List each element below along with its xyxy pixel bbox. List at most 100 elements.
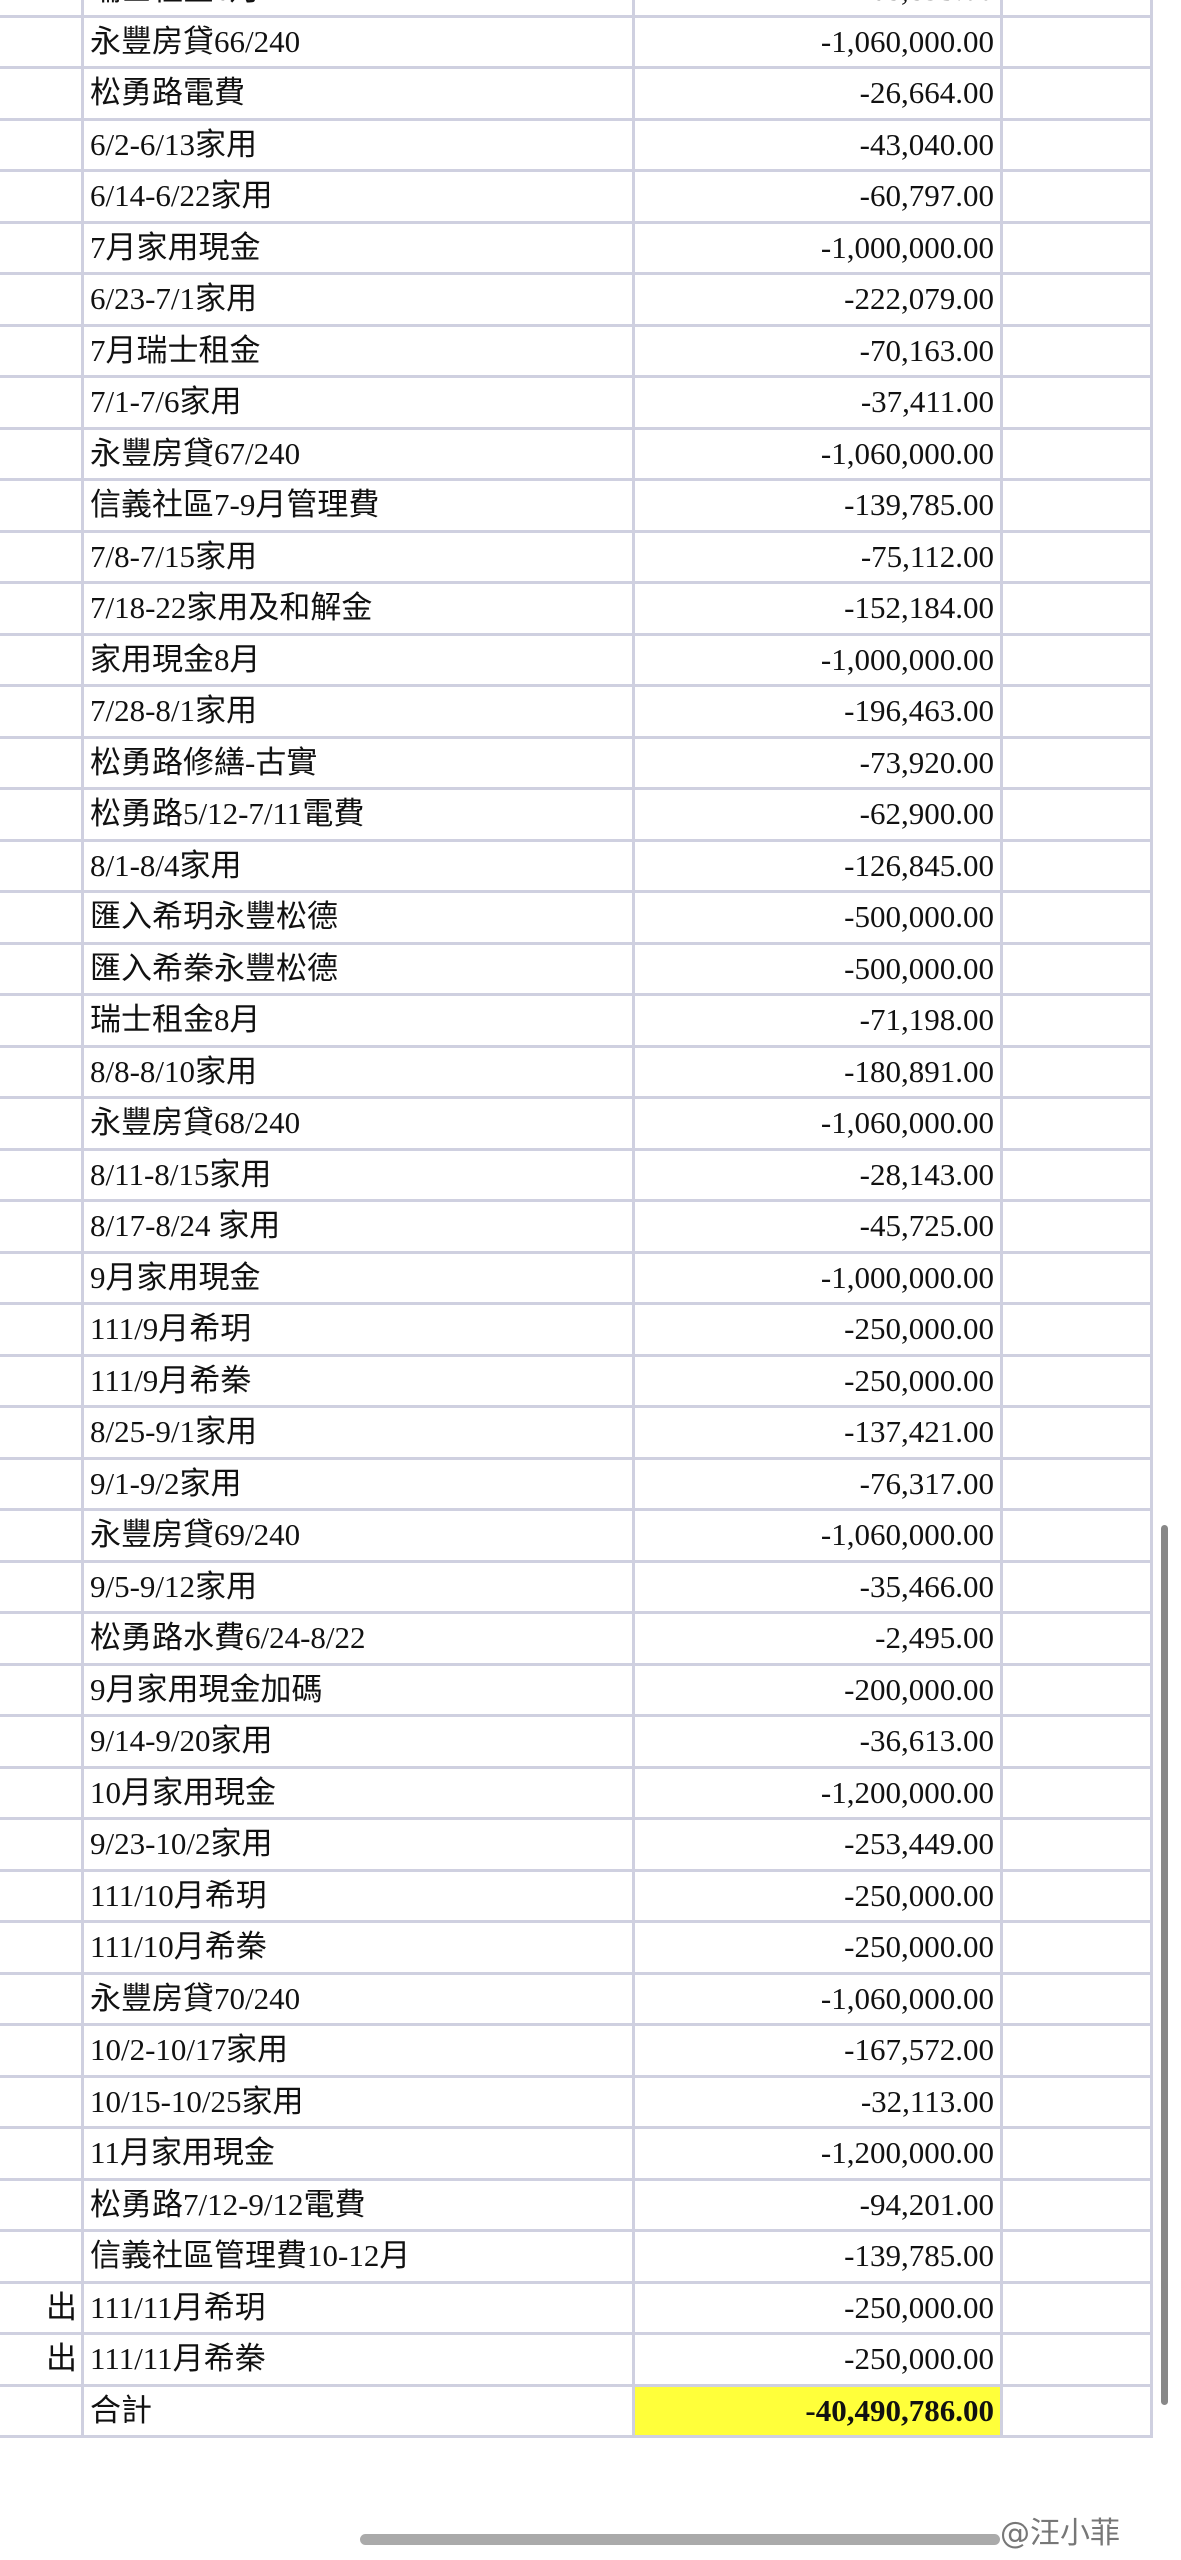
item-cell: 9月家用現金	[84, 1253, 635, 1305]
item-cell: 7月瑞士租金	[84, 326, 635, 378]
empty-cell	[1003, 1356, 1153, 1408]
side-cell	[0, 1562, 84, 1614]
amount-cell: -1,200,000.00	[635, 2129, 1003, 2181]
item-cell: 9/5-9/12家用	[84, 1562, 635, 1614]
amount-cell: -1,000,000.00	[635, 1253, 1003, 1305]
side-cell	[0, 996, 84, 1048]
side-cell	[0, 69, 84, 121]
item-cell: 6/14-6/22家用	[84, 172, 635, 224]
side-cell	[0, 1717, 84, 1769]
amount-cell: -250,000.00	[635, 1871, 1003, 1923]
total-label: 合計	[84, 2386, 635, 2438]
side-cell	[0, 1665, 84, 1717]
item-cell: 信義社區7-9月管理費	[84, 481, 635, 533]
item-cell: 9/23-10/2家用	[84, 1820, 635, 1872]
item-cell: 8/11-8/15家用	[84, 1150, 635, 1202]
side-cell	[0, 1871, 84, 1923]
amount-cell: -250,000.00	[635, 1305, 1003, 1357]
empty-cell	[1003, 2283, 1153, 2335]
amount-cell: -139,785.00	[635, 2232, 1003, 2284]
item-cell: 松勇路修繕-古實	[84, 738, 635, 790]
side-cell	[0, 2386, 84, 2438]
amount-cell: -37,411.00	[635, 378, 1003, 430]
amount-cell: -35,466.00	[635, 1562, 1003, 1614]
item-cell: 8/8-8/10家用	[84, 1047, 635, 1099]
side-cell	[0, 1253, 84, 1305]
amount-cell: -152,184.00	[635, 584, 1003, 636]
item-cell: 永豐房貸67/240	[84, 429, 635, 481]
empty-cell	[1003, 275, 1153, 327]
side-cell	[0, 0, 84, 18]
side-cell	[0, 1099, 84, 1151]
side-cell	[0, 378, 84, 430]
side-cell	[0, 1923, 84, 1975]
amount-cell: -222,079.00	[635, 275, 1003, 327]
empty-cell	[1003, 429, 1153, 481]
empty-cell	[1003, 2129, 1153, 2181]
amount-cell: -250,000.00	[635, 1356, 1003, 1408]
side-cell	[0, 275, 84, 327]
item-cell: 9/14-9/20家用	[84, 1717, 635, 1769]
empty-cell	[1003, 1150, 1153, 1202]
empty-cell	[1003, 584, 1153, 636]
side-cell	[0, 841, 84, 893]
item-cell: 8/1-8/4家用	[84, 841, 635, 893]
empty-cell	[1003, 378, 1153, 430]
watermark: @汪小菲	[1000, 2516, 1120, 2551]
item-cell: 8/17-8/24 家用	[84, 1202, 635, 1254]
amount-cell: -28,143.00	[635, 1150, 1003, 1202]
empty-cell	[1003, 790, 1153, 842]
empty-cell	[1003, 1820, 1153, 1872]
side-cell	[0, 1202, 84, 1254]
side-cell	[0, 944, 84, 996]
item-cell: 永豐房貸68/240	[84, 1099, 635, 1151]
amount-cell: -137,421.00	[635, 1408, 1003, 1460]
empty-cell	[1003, 944, 1153, 996]
amount-cell: -71,198.00	[635, 996, 1003, 1048]
side-cell	[0, 2180, 84, 2232]
amount-cell: -500,000.00	[635, 944, 1003, 996]
amount-cell: -1,000,000.00	[635, 223, 1003, 275]
amount-cell: -500,000.00	[635, 893, 1003, 945]
amount-cell: -250,000.00	[635, 1923, 1003, 1975]
item-cell: 7月家用現金	[84, 223, 635, 275]
side-cell	[0, 1614, 84, 1666]
amount-cell: -1,060,000.00	[635, 1511, 1003, 1563]
item-cell: 匯入希䅈永豐松德	[84, 944, 635, 996]
empty-cell	[1003, 1459, 1153, 1511]
item-cell: 瑞士租金6月	[84, 0, 635, 18]
side-cell	[0, 2129, 84, 2181]
home-indicator	[360, 2534, 1000, 2545]
side-cell	[0, 738, 84, 790]
item-cell: 9/1-9/2家用	[84, 1459, 635, 1511]
side-cell	[0, 17, 84, 69]
side-cell	[0, 532, 84, 584]
side-cell	[0, 120, 84, 172]
amount-cell: -1,060,000.00	[635, 17, 1003, 69]
side-cell	[0, 635, 84, 687]
empty-cell	[1003, 996, 1153, 1048]
amount-cell: -200,000.00	[635, 1665, 1003, 1717]
amount-cell: -45,725.00	[635, 1202, 1003, 1254]
item-cell: 7/28-8/1家用	[84, 687, 635, 739]
amount-cell: -36,613.00	[635, 1717, 1003, 1769]
item-cell: 信義社區管理費10-12月	[84, 2232, 635, 2284]
scroll-indicator	[1161, 1525, 1168, 2405]
empty-cell	[1003, 841, 1153, 893]
side-cell	[0, 2026, 84, 2078]
item-cell: 7/1-7/6家用	[84, 378, 635, 430]
empty-cell	[1003, 1408, 1153, 1460]
item-cell: 111/10月希玥	[84, 1871, 635, 1923]
side-cell	[0, 584, 84, 636]
item-cell: 10月家用現金	[84, 1768, 635, 1820]
side-cell: 出	[0, 2335, 84, 2387]
side-cell	[0, 790, 84, 842]
item-cell: 6/2-6/13家用	[84, 120, 635, 172]
item-cell: 111/9月希玥	[84, 1305, 635, 1357]
item-cell: 松勇路5/12-7/11電費	[84, 790, 635, 842]
empty-cell	[1003, 738, 1153, 790]
side-cell	[0, 687, 84, 739]
side-cell	[0, 893, 84, 945]
empty-cell	[1003, 2026, 1153, 2078]
amount-cell: -2,495.00	[635, 1614, 1003, 1666]
